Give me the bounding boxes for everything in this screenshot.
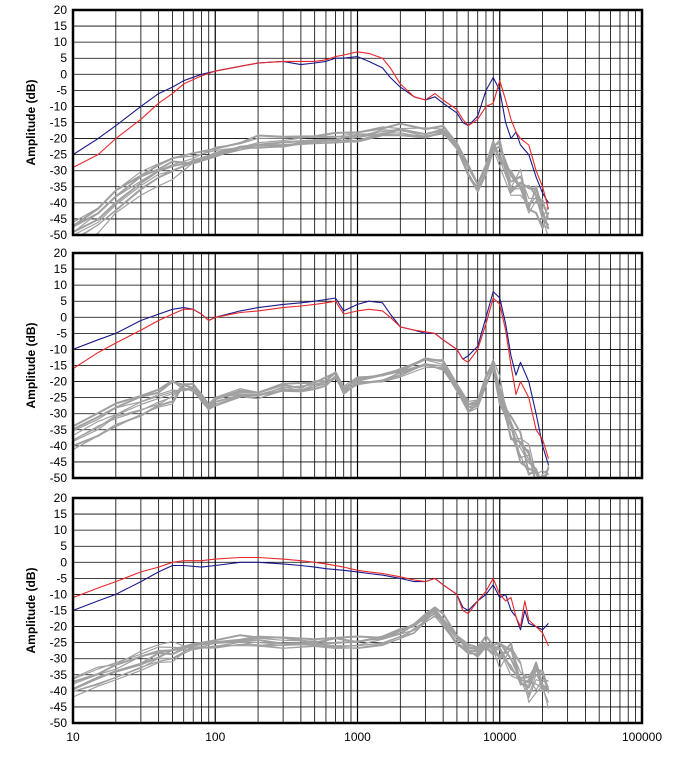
series-line-gray [73,359,549,478]
y-tick-label: -45 [50,212,68,226]
y-tick-label: -10 [50,99,68,113]
series-line-gray [73,359,549,476]
y-tick-label: 5 [60,539,67,553]
series-line-gray [73,128,550,233]
plot-frame [71,8,644,237]
series-line-red [73,556,550,647]
chart-panels: 20151050-5-10-15-20-25-30-35-40-45-50Amp… [24,3,662,744]
series-line-red [73,51,550,210]
series-line-gray [73,611,550,703]
series-line-gray [80,129,550,235]
series-line-gray [73,357,550,478]
chart-panel-2: 20 15 10 5 0 -5 -10 -15 -20 -25 -30 -35 -40 -45 -50 Amp… [24,246,644,485]
series-group [73,291,550,478]
y-tick-label: 10 [54,523,68,537]
series-line-gray [73,606,550,692]
y-tick-label: -20 [50,375,68,389]
y-tick-label: -15 [50,359,68,373]
y-tick-label: -30 [50,652,68,666]
series-line-red [73,297,550,459]
y-tick-label: 10 [54,35,68,49]
y-tick-label: -40 [50,196,68,210]
series-line-gray [73,615,549,696]
series-line-gray [94,130,549,235]
y-tick-label: -30 [50,164,68,178]
y-tick-label: -25 [50,636,68,650]
y-tick-label: 10 [54,278,68,292]
plot-frame [71,251,644,480]
y-tick-label: -50 [50,716,68,730]
y-tick-label: -20 [50,132,68,146]
series-line-gray [73,612,549,699]
series-line-gray [73,126,549,233]
x-tick-label: 1000 [344,730,371,744]
plot-frame [71,496,644,725]
series-group [73,556,550,709]
y-tick-label: -35 [50,668,68,682]
y-tick-label: -5 [56,571,67,585]
y-tick-label: -45 [50,455,68,469]
y-tick-label: 15 [54,262,68,276]
y-tick-label: -35 [50,423,68,437]
chart-panel-3: 20 15 10 5 0 -5 -10 -15 -20 -25 -30 -35 -40 -45 -50 Amp… [24,491,662,744]
chart-panel-1: 20 15 10 5 0 -5 -10 -15 -20 -25 -30 -35 -40 -45 -50 Amp… [24,3,644,242]
y-tick-label: -40 [50,439,68,453]
y-tick-label: 15 [54,19,68,33]
x-tick-label: 10000 [483,730,517,744]
y-tick-label: -5 [56,326,67,340]
y-tick-label: 20 [54,491,68,505]
series-line-blue [73,56,549,204]
x-tick-label: 100000 [622,730,662,744]
y-axis-label: Amplitude (dB) [24,80,38,166]
y-tick-label: -45 [50,700,68,714]
y-axis-label: Amplitude (dB) [24,323,38,409]
series-line-gray [73,613,549,691]
y-tick-label: 5 [60,294,67,308]
series-line-gray [73,357,549,478]
y-tick-label: -20 [50,620,68,634]
y-tick-label: 0 [60,555,67,569]
series-line-gray [73,363,550,478]
series-group [73,51,550,235]
y-tick-label: 20 [54,246,68,260]
y-tick-label: -5 [56,83,67,97]
x-tick-label: 100 [205,730,225,744]
y-tick-label: 20 [54,3,68,17]
grid [73,498,642,723]
y-tick-label: -15 [50,604,68,618]
y-tick-label: -10 [50,587,68,601]
y-tick-label: -40 [50,684,68,698]
y-tick-label: -30 [50,407,68,421]
series-line-gray [81,128,550,235]
y-tick-label: -50 [50,471,68,485]
series-line-gray [73,132,550,230]
y-tick-label: -50 [50,228,68,242]
y-tick-label: 0 [60,67,67,81]
y-tick-label: -25 [50,391,68,405]
y-axis-label: Amplitude (dB) [24,568,38,654]
y-tick-label: -15 [50,116,68,130]
y-tick-label: 5 [60,51,67,65]
y-tick-label: -10 [50,342,68,356]
y-tick-label: 15 [54,507,68,521]
series-line-blue [73,561,549,631]
y-tick-label: -25 [50,148,68,162]
grid [73,10,642,235]
y-tick-label: -35 [50,180,68,194]
y-tick-label: 0 [60,310,67,324]
grid [73,253,642,478]
x-tick-label: 10 [66,730,80,744]
